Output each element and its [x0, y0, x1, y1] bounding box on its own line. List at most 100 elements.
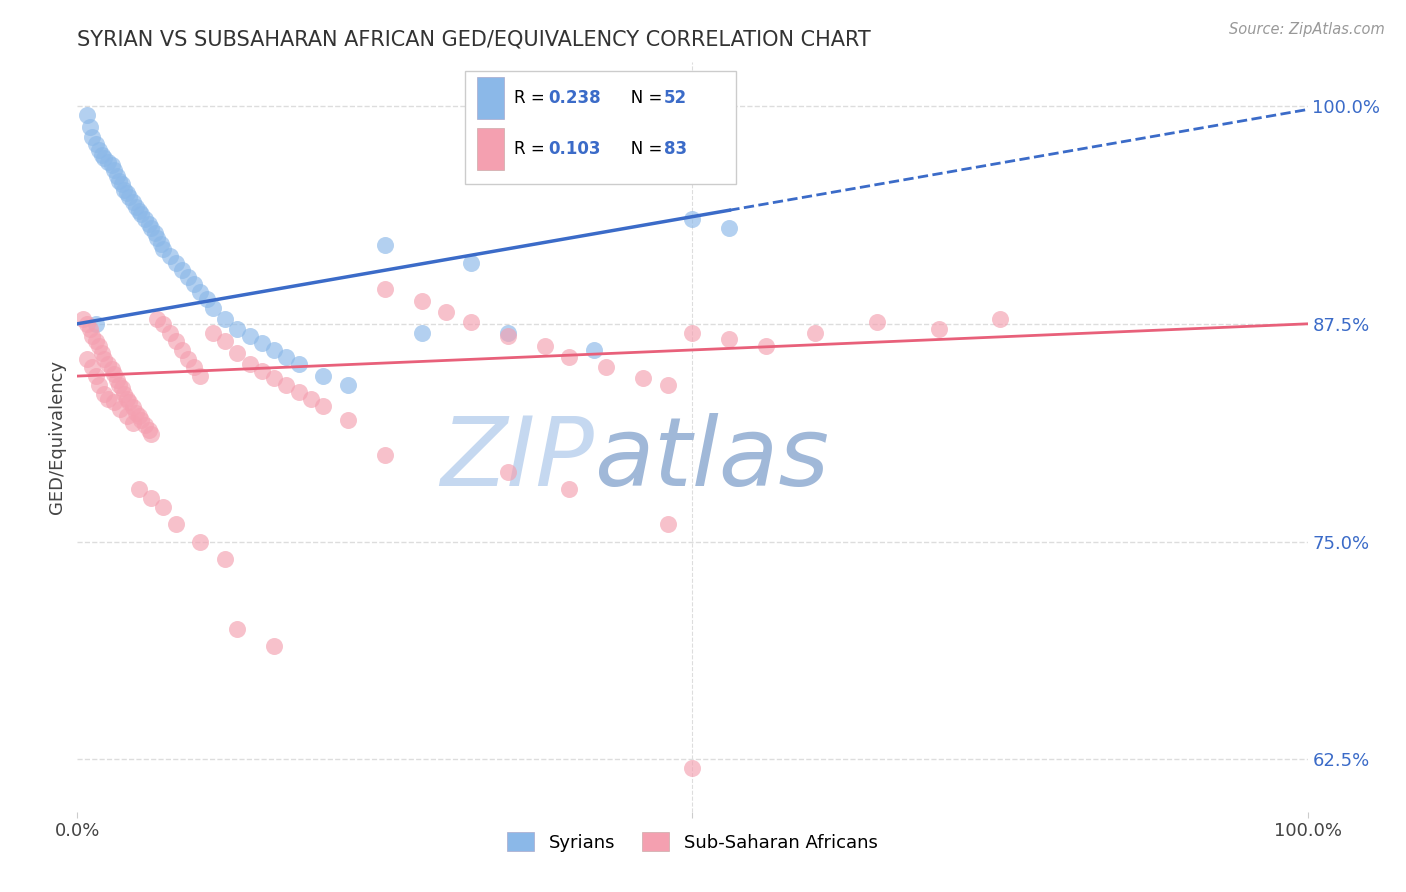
Legend: Syrians, Sub-Saharan Africans: Syrians, Sub-Saharan Africans: [501, 825, 884, 859]
Point: [195, 293, 218, 307]
Point: [239, 329, 262, 343]
Point: [101, 158, 124, 172]
Point: [121, 194, 143, 209]
Point: [90, 346, 114, 360]
Point: [374, 238, 396, 252]
Point: [214, 311, 236, 326]
Point: [103, 368, 125, 382]
Point: [93, 351, 115, 366]
Point: [411, 294, 433, 309]
Point: [82, 360, 104, 375]
Point: [112, 183, 135, 197]
Point: [111, 381, 132, 395]
Point: [226, 346, 249, 360]
Point: [633, 371, 655, 385]
Point: [657, 517, 679, 532]
Text: 52: 52: [664, 89, 688, 107]
Point: [250, 336, 273, 351]
Point: [90, 148, 114, 162]
Point: [72, 311, 94, 326]
Point: [170, 343, 193, 357]
Point: [79, 322, 101, 336]
Point: [141, 426, 163, 441]
Point: [755, 339, 778, 353]
Point: [141, 491, 163, 505]
Point: [288, 357, 311, 371]
Point: [89, 339, 111, 353]
Point: [115, 409, 138, 424]
Point: [108, 174, 131, 188]
Text: N =: N =: [614, 89, 668, 107]
Text: N =: N =: [614, 140, 668, 158]
Point: [374, 282, 396, 296]
Point: [239, 357, 262, 371]
Point: [118, 395, 141, 409]
Point: [226, 322, 249, 336]
Point: [460, 256, 482, 270]
Point: [337, 412, 360, 426]
Point: [188, 369, 212, 384]
Point: [312, 369, 335, 384]
Point: [125, 406, 148, 420]
Point: [89, 143, 111, 157]
Point: [276, 377, 298, 392]
Point: [79, 120, 101, 134]
Point: [115, 392, 138, 406]
Point: [150, 236, 173, 251]
Point: [718, 221, 741, 235]
Point: [928, 322, 950, 336]
Point: [201, 326, 224, 340]
Point: [804, 326, 827, 340]
Point: [129, 412, 153, 426]
Point: [125, 200, 148, 214]
Point: [496, 326, 519, 340]
Point: [657, 377, 679, 392]
Point: [93, 386, 115, 401]
Text: ZIP: ZIP: [440, 413, 595, 506]
Point: [188, 534, 212, 549]
Point: [250, 364, 273, 378]
Point: [82, 130, 104, 145]
Point: [108, 377, 131, 392]
Point: [134, 212, 156, 227]
Point: [263, 639, 285, 653]
Point: [152, 242, 174, 256]
Text: 83: 83: [664, 140, 688, 158]
Point: [682, 326, 704, 340]
Point: [436, 304, 458, 318]
Point: [183, 360, 205, 375]
Point: [118, 189, 141, 203]
Point: [105, 169, 128, 183]
Point: [138, 423, 160, 437]
Point: [214, 552, 236, 566]
Point: [121, 401, 143, 415]
Point: [128, 203, 150, 218]
Point: [134, 417, 156, 432]
Point: [288, 384, 311, 399]
Point: [76, 108, 98, 122]
Point: [460, 315, 482, 329]
Point: [159, 326, 181, 340]
Point: [101, 362, 124, 376]
Text: SYRIAN VS SUBSAHARAN AFRICAN GED/EQUIVALENCY CORRELATION CHART: SYRIAN VS SUBSAHARAN AFRICAN GED/EQUIVAL…: [77, 29, 872, 50]
Point: [558, 483, 581, 497]
Point: [170, 262, 193, 277]
Point: [177, 269, 200, 284]
Point: [201, 301, 224, 315]
Point: [128, 409, 150, 424]
Bar: [465, 71, 735, 185]
Point: [337, 377, 360, 392]
Point: [112, 386, 135, 401]
Text: R =: R =: [515, 89, 550, 107]
Point: [89, 377, 111, 392]
Point: [682, 212, 704, 227]
Point: [496, 329, 519, 343]
Point: [276, 350, 298, 364]
Point: [534, 339, 557, 353]
Point: [129, 207, 153, 221]
Point: [143, 226, 166, 240]
Point: [97, 392, 120, 406]
Point: [141, 221, 163, 235]
Point: [128, 483, 150, 497]
Point: [76, 317, 98, 331]
